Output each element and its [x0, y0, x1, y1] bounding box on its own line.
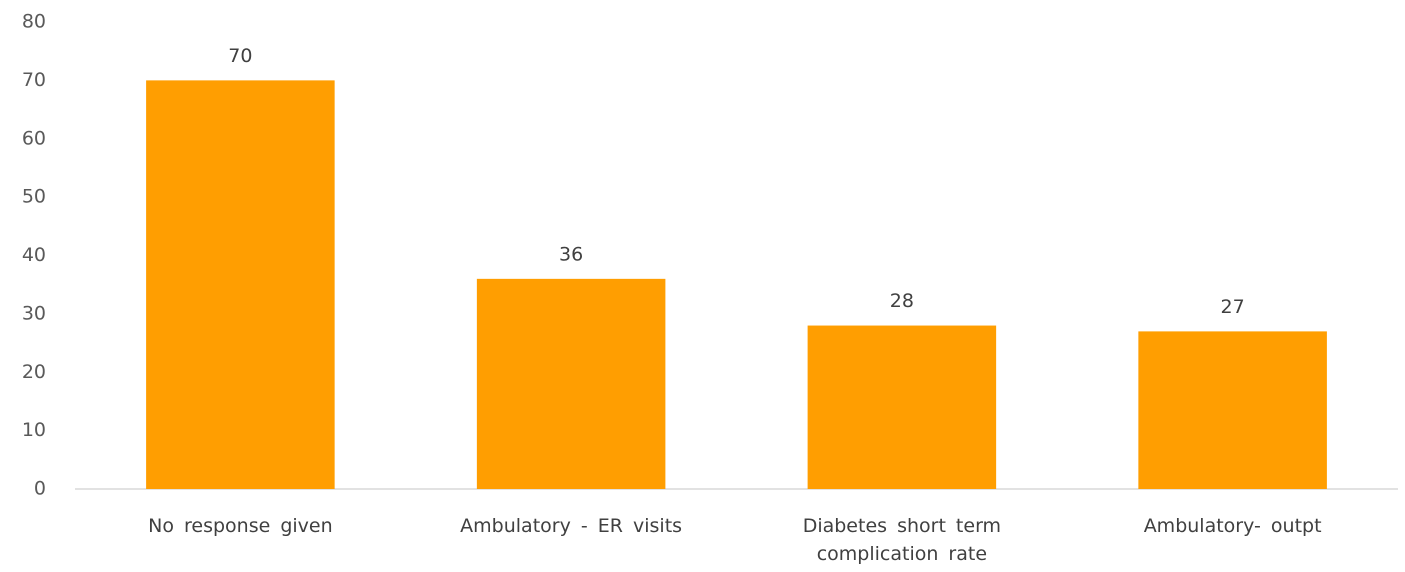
x-tick-label: No response given	[148, 515, 333, 537]
y-tick-label: 60	[22, 127, 46, 149]
bar	[146, 80, 335, 489]
bar	[807, 325, 997, 489]
data-label: 70	[228, 45, 252, 67]
y-tick-label: 10	[22, 419, 46, 441]
data-label: 27	[1221, 296, 1245, 318]
x-tick-label: Ambulatory - ER visits	[460, 515, 683, 537]
x-tick-label: Ambulatory- outpt	[1143, 515, 1322, 537]
y-tick-label: 70	[22, 69, 46, 91]
y-tick-label: 40	[22, 244, 46, 266]
data-label: 28	[890, 290, 914, 312]
bar	[476, 278, 666, 489]
y-tick-label: 50	[22, 186, 46, 208]
x-tick-label: Diabetes short term complication rate	[802, 515, 1002, 565]
y-tick-label: 80	[22, 11, 46, 33]
y-tick-label: 30	[22, 302, 46, 324]
y-tick-label: 0	[34, 478, 46, 500]
bar	[1138, 331, 1327, 489]
y-tick-label: 20	[22, 361, 46, 383]
data-label: 36	[559, 243, 583, 265]
